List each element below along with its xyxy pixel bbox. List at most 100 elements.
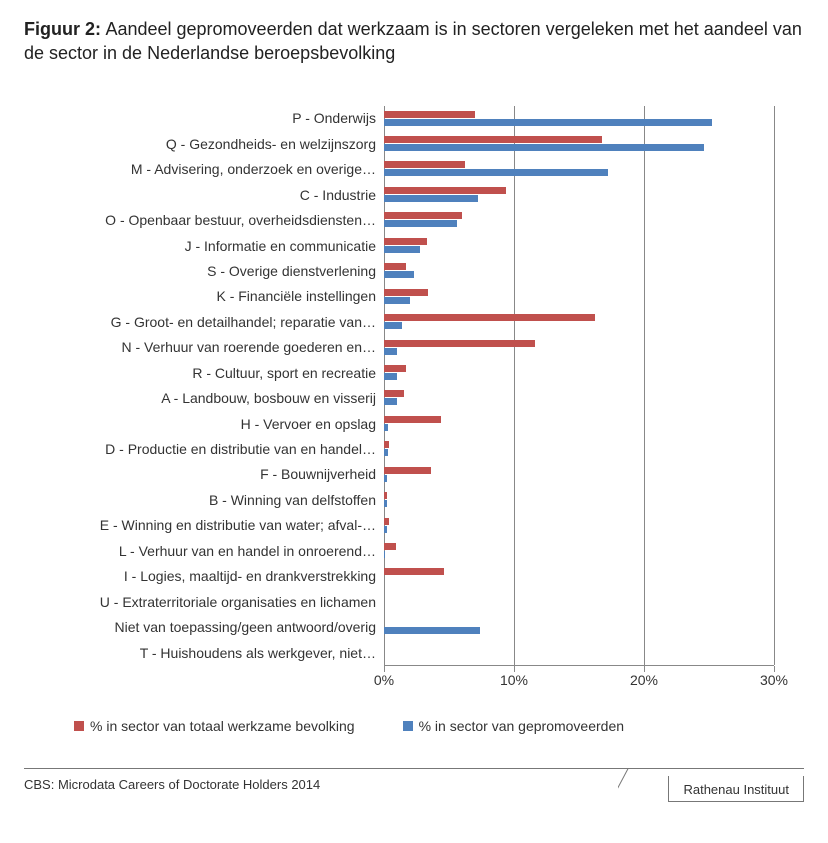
- category-label: I - Logies, maaltijd- en drankverstrekki…: [30, 563, 384, 588]
- category-label: S - Overige dienstverlening: [30, 258, 384, 283]
- bar-blue: [384, 271, 414, 278]
- bar-red: [384, 518, 389, 525]
- bar-red: [384, 136, 602, 143]
- legend: % in sector van totaal werkzame bevolkin…: [24, 718, 804, 734]
- chart-row: K - Financiële instellingen: [384, 284, 774, 309]
- x-tick-label: 30%: [760, 672, 788, 688]
- legend-swatch-red: [74, 721, 84, 731]
- chart-row: P - Onderwijs: [384, 106, 774, 131]
- chart-row: H - Vervoer en opslag: [384, 411, 774, 436]
- title-text: Aandeel gepromoveerden dat werkzaam is i…: [24, 19, 802, 63]
- chart-row: I - Logies, maaltijd- en drankverstrekki…: [384, 563, 774, 588]
- bar-blue: [384, 297, 410, 304]
- legend-label-red: % in sector van totaal werkzame bevolkin…: [90, 718, 355, 734]
- chart-row: F - Bouwnijverheid: [384, 462, 774, 487]
- chart-row: U - Extraterritoriale organisaties en li…: [384, 589, 774, 614]
- category-label: R - Cultuur, sport en recreatie: [30, 360, 384, 385]
- bar-blue: [384, 424, 388, 431]
- bar-blue: [384, 322, 402, 329]
- category-label: K - Financiële instellingen: [30, 284, 384, 309]
- footer-institute: Rathenau Instituut: [668, 776, 804, 802]
- bar-red: [384, 492, 387, 499]
- category-label: Niet van toepassing/geen antwoord/overig: [30, 614, 384, 639]
- bar-blue: [384, 246, 420, 253]
- bar-blue: [384, 526, 387, 533]
- plot-area: P - OnderwijsQ - Gezondheids- en welzijn…: [384, 106, 774, 666]
- category-label: M - Advisering, onderzoek en overige…: [30, 156, 384, 181]
- category-label: O - Openbaar bestuur, overheidsdiensten…: [30, 207, 384, 232]
- chart-row: S - Overige dienstverlening: [384, 258, 774, 283]
- category-label: G - Groot- en detailhandel; reparatie va…: [30, 309, 384, 334]
- bar-red: [384, 161, 465, 168]
- category-label: A - Landbouw, bosbouw en visserij: [30, 385, 384, 410]
- chart-row: N - Verhuur van roerende goederen en…: [384, 335, 774, 360]
- bar-red: [384, 543, 396, 550]
- chart-row: O - Openbaar bestuur, overheidsdiensten…: [384, 207, 774, 232]
- x-tick-label: 0%: [374, 672, 394, 688]
- bar-red: [384, 263, 406, 270]
- bar-red: [384, 238, 427, 245]
- legend-label-blue: % in sector van gepromoveerden: [419, 718, 624, 734]
- bar-red: [384, 314, 595, 321]
- chart-row: B - Winning van delfstoffen: [384, 487, 774, 512]
- category-label: E - Winning en distributie van water; af…: [30, 513, 384, 538]
- bar-red: [384, 212, 462, 219]
- chart-row: C - Industrie: [384, 182, 774, 207]
- chart-row: Q - Gezondheids- en welzijnszorg: [384, 131, 774, 156]
- chart-row: M - Advisering, onderzoek en overige…: [384, 156, 774, 181]
- category-label: Q - Gezondheids- en welzijnszorg: [30, 131, 384, 156]
- category-label: P - Onderwijs: [30, 106, 384, 131]
- footer: CBS: Microdata Careers of Doctorate Hold…: [24, 768, 804, 802]
- bar-red: [384, 390, 404, 397]
- bar-blue: [384, 348, 397, 355]
- category-label: N - Verhuur van roerende goederen en…: [30, 335, 384, 360]
- bar-blue: [384, 551, 385, 558]
- bar-blue: [384, 500, 387, 507]
- x-tick-label: 10%: [500, 672, 528, 688]
- category-label: F - Bouwnijverheid: [30, 462, 384, 487]
- category-label: T - Huishoudens als werkgever, niet…: [30, 640, 384, 665]
- x-tick-label: 20%: [630, 672, 658, 688]
- bar-red: [384, 289, 428, 296]
- chart-row: A - Landbouw, bosbouw en visserij: [384, 385, 774, 410]
- bar-blue: [384, 449, 388, 456]
- category-label: C - Industrie: [30, 182, 384, 207]
- bar-red: [384, 467, 431, 474]
- x-axis: 0%10%20%30%: [384, 666, 774, 694]
- category-label: J - Informatie en communicatie: [30, 233, 384, 258]
- bar-red: [384, 187, 506, 194]
- legend-item-red: % in sector van totaal werkzame bevolkin…: [74, 718, 355, 734]
- bar-red: [384, 441, 389, 448]
- figure-title: Figuur 2: Aandeel gepromoveerden dat wer…: [24, 18, 804, 66]
- bar-blue: [384, 169, 608, 176]
- bar-blue: [384, 373, 397, 380]
- chart-row: Niet van toepassing/geen antwoord/overig: [384, 614, 774, 639]
- bar-blue: [384, 475, 387, 482]
- chart-row: L - Verhuur van en handel in onroerend…: [384, 538, 774, 563]
- bar-blue: [384, 119, 712, 126]
- category-label: D - Productie en distributie van en hand…: [30, 436, 384, 461]
- footer-divider: [618, 768, 644, 794]
- footer-source: CBS: Microdata Careers of Doctorate Hold…: [24, 777, 320, 792]
- bar-red: [384, 340, 535, 347]
- bar-blue: [384, 144, 704, 151]
- title-prefix: Figuur 2:: [24, 19, 101, 39]
- legend-swatch-blue: [403, 721, 413, 731]
- chart-row: T - Huishoudens als werkgever, niet…: [384, 640, 774, 665]
- chart-row: E - Winning en distributie van water; af…: [384, 513, 774, 538]
- bar-red: [384, 416, 441, 423]
- chart-row: J - Informatie en communicatie: [384, 233, 774, 258]
- category-label: B - Winning van delfstoffen: [30, 487, 384, 512]
- bar-red: [384, 568, 444, 575]
- chart: P - OnderwijsQ - Gezondheids- en welzijn…: [24, 106, 804, 694]
- bar-blue: [384, 627, 480, 634]
- legend-item-blue: % in sector van gepromoveerden: [403, 718, 624, 734]
- bar-blue: [384, 398, 397, 405]
- category-label: H - Vervoer en opslag: [30, 411, 384, 436]
- chart-row: R - Cultuur, sport en recreatie: [384, 360, 774, 385]
- gridline: [774, 106, 775, 665]
- chart-row: D - Productie en distributie van en hand…: [384, 436, 774, 461]
- bar-red: [384, 365, 406, 372]
- bar-red: [384, 111, 475, 118]
- chart-row: G - Groot- en detailhandel; reparatie va…: [384, 309, 774, 334]
